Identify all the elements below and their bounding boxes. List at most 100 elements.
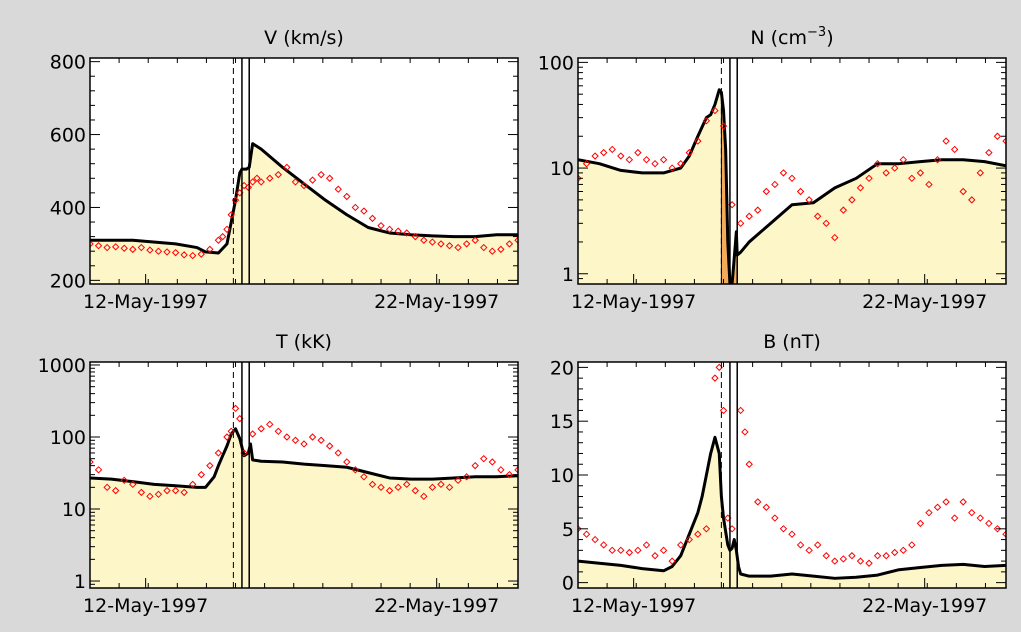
model-fill-area: [578, 437, 1006, 588]
observation-point: [882, 552, 890, 560]
panel-title: T (kK): [275, 331, 332, 353]
observation-point: [111, 243, 120, 251]
observation-point: [514, 466, 518, 474]
observation-point: [189, 251, 197, 260]
observation-point: [488, 458, 497, 466]
observation-point: [351, 203, 360, 212]
observation-point: [608, 145, 616, 154]
observation-point: [137, 488, 146, 497]
x-tick-label: 22-May-1997: [862, 291, 987, 313]
observation-point: [899, 546, 907, 555]
x-tick-label: 12-May-1997: [83, 595, 208, 617]
observation-point: [608, 546, 616, 555]
observation-point: [950, 514, 959, 522]
observation-point: [368, 214, 377, 223]
observation-point: [891, 164, 899, 172]
y-tick-label: 1: [562, 264, 574, 286]
observation-point: [394, 227, 402, 235]
observation-point: [120, 244, 128, 252]
observation-point: [591, 152, 599, 160]
observation-point: [685, 148, 693, 157]
observation-point: [343, 192, 351, 201]
y-tick-label: 1000: [38, 355, 86, 377]
observation-point: [865, 174, 873, 183]
observation-point: [300, 440, 308, 448]
x-tick-label: 22-May-1997: [374, 595, 499, 617]
observation-point: [873, 552, 882, 560]
observation-point: [916, 169, 925, 177]
plot-area: [578, 362, 1006, 588]
observation-point: [762, 503, 771, 511]
observation-point: [634, 148, 642, 157]
observation-point: [754, 206, 762, 214]
observation-point: [771, 514, 779, 522]
observation-point: [227, 427, 235, 435]
observation-point: [218, 232, 227, 241]
observation-point: [214, 449, 223, 457]
observation-point: [582, 530, 591, 538]
panel-3: 1 10 100 1000 12-May-1997 22-May-1997 T (kK): [38, 331, 519, 617]
observation-point: [582, 159, 591, 168]
observation-point: [719, 406, 728, 415]
panel-2: 1 10 100 12-May-1997 22-May-1997 N (cm−3): [538, 25, 1007, 313]
observation-point: [189, 480, 197, 489]
observation-point: [694, 137, 702, 145]
observation-point: [634, 546, 642, 555]
observation-point: [94, 242, 103, 250]
x-tick-label: 12-May-1997: [83, 291, 208, 313]
observation-point: [266, 174, 274, 182]
observation-point: [993, 525, 1002, 533]
observation-point: [796, 187, 805, 196]
observation-point: [745, 212, 753, 220]
observation-point: [454, 243, 462, 252]
observation-point: [94, 466, 103, 474]
observation-point: [625, 155, 634, 164]
observation-point: [111, 486, 120, 495]
observation-point: [223, 433, 231, 441]
observation-point: [1002, 530, 1006, 538]
observation-point: [625, 548, 634, 557]
observation-point: [300, 181, 308, 190]
observation-point: [420, 236, 428, 244]
observation-point: [959, 498, 967, 506]
observation-point: [334, 185, 342, 193]
observation-point: [103, 483, 111, 492]
observation-point: [805, 546, 813, 555]
observation-point: [154, 490, 163, 499]
y-tick-label: 100: [538, 52, 574, 74]
observation-point: [831, 233, 839, 242]
observation-point: [651, 552, 659, 560]
observation-point: [1002, 137, 1006, 145]
observation-point: [445, 483, 454, 492]
observation-point: [856, 184, 865, 192]
observation-point: [129, 245, 137, 254]
observation-point: [317, 170, 325, 179]
observation-point: [891, 548, 899, 557]
observation-point: [659, 546, 668, 555]
observation-point: [976, 169, 985, 177]
panel-4: 0 5 10 15 20 12-May-1997 22-May-1997 B (nT): [550, 331, 1007, 617]
observation-point: [865, 559, 873, 567]
observation-point: [813, 541, 822, 549]
observation-point: [428, 238, 437, 246]
observation-point: [317, 436, 325, 444]
observation-point: [950, 145, 959, 154]
observation-point: [428, 483, 437, 492]
observation-point: [762, 187, 771, 196]
x-tick-label: 12-May-1997: [571, 291, 696, 313]
observation-point: [788, 530, 796, 538]
observation-point: [462, 473, 471, 481]
observation-point: [403, 480, 411, 489]
observation-point: [578, 525, 582, 533]
panel-title: B (nT): [763, 331, 821, 353]
observation-point: [736, 406, 745, 415]
observation-point: [248, 178, 257, 186]
observation-point: [266, 420, 274, 429]
observation-point: [146, 492, 154, 501]
observation-point: [711, 374, 719, 382]
model-line: [578, 435, 1006, 580]
observation-point: [206, 245, 214, 254]
observation-point: [968, 508, 976, 517]
observation-point: [437, 480, 445, 489]
observation-point: [505, 470, 514, 479]
